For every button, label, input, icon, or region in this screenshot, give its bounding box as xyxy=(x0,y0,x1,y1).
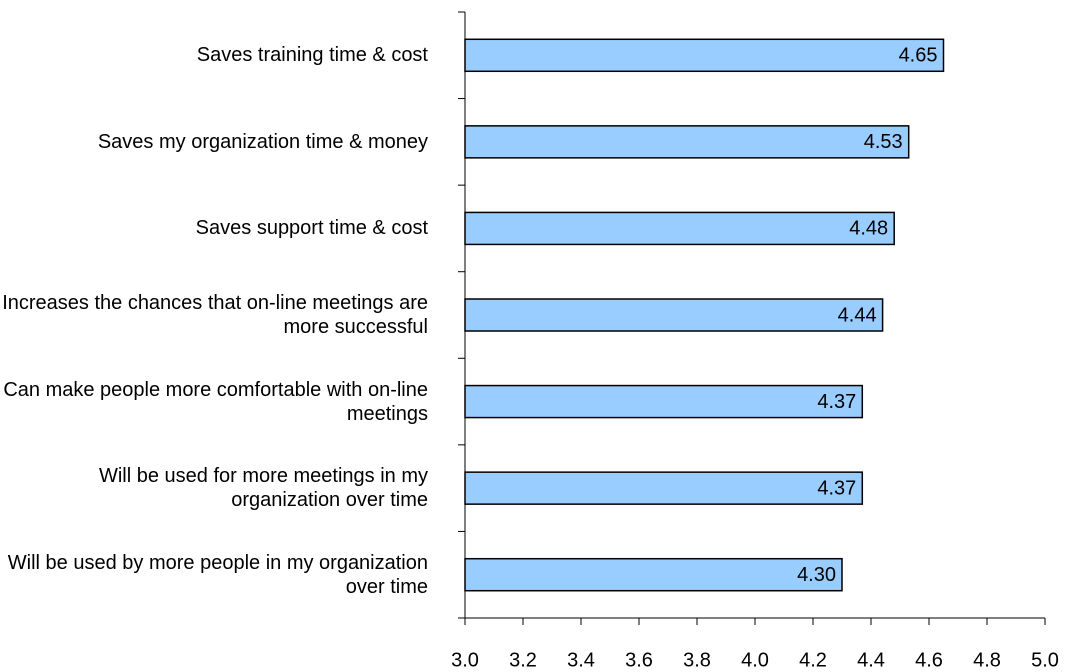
x-tick-label: 4.2 xyxy=(799,649,827,671)
x-tick-label: 3.4 xyxy=(567,649,595,671)
x-tick-label: 5.0 xyxy=(1031,649,1059,671)
bar xyxy=(464,557,843,592)
bar xyxy=(464,125,910,159)
category-label: Increases the chances that on-line meeti… xyxy=(2,292,428,338)
value-label: 4.65 xyxy=(899,45,938,67)
x-tick-label: 3.2 xyxy=(509,649,537,671)
category-label: Saves support time & cost xyxy=(195,217,428,240)
value-label: 4.53 xyxy=(864,131,903,153)
x-tick-label: 4.4 xyxy=(857,649,885,671)
category-label: Saves training time & cost xyxy=(196,44,428,67)
x-tick-label: 4.0 xyxy=(741,649,769,671)
bar xyxy=(464,471,864,505)
x-tick-label: 3.0 xyxy=(451,649,479,671)
x-tick-label: 4.8 xyxy=(973,649,1001,671)
bar xyxy=(464,211,895,246)
value-label: 4.48 xyxy=(849,218,888,240)
x-tick-label: 4.6 xyxy=(915,649,943,671)
bar xyxy=(464,298,884,332)
category-label: Will be used for more meetings in my org… xyxy=(98,465,428,512)
value-label: 4.37 xyxy=(817,391,856,413)
bar xyxy=(464,384,864,419)
value-label: 4.30 xyxy=(797,564,836,586)
category-label: Saves my organization time & money xyxy=(97,130,428,153)
category-label: Will be used by more people in my organi… xyxy=(7,551,428,598)
value-label: 4.44 xyxy=(838,304,877,326)
category-label: Can make people more comfortable with on… xyxy=(3,378,428,425)
x-tick-label: 3.8 xyxy=(683,649,711,671)
bar xyxy=(464,38,945,73)
x-tick-label: 3.6 xyxy=(625,649,653,671)
value-label: 4.37 xyxy=(817,477,856,499)
